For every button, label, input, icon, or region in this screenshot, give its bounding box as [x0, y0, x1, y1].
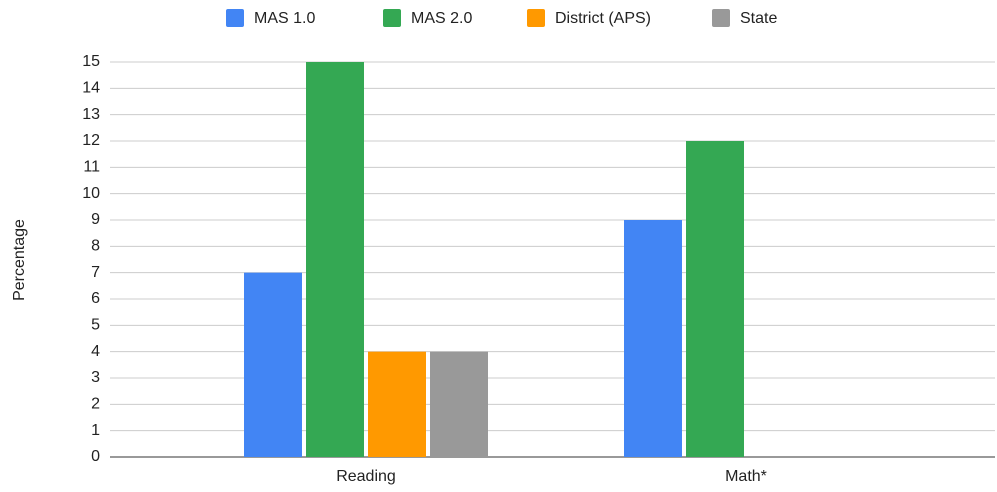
legend-label: MAS 2.0 [411, 10, 472, 27]
y-tick-label: 1 [91, 422, 100, 439]
legend-swatch [226, 9, 244, 27]
legend-swatch [527, 9, 545, 27]
y-tick-label: 15 [82, 53, 100, 70]
y-tick-label: 10 [82, 185, 100, 202]
legend-label: District (APS) [555, 10, 651, 27]
y-tick-label: 3 [91, 369, 100, 386]
bar [686, 141, 744, 457]
y-tick-label: 2 [91, 396, 100, 413]
y-tick-label: 5 [91, 317, 100, 334]
x-tick-label: Reading [336, 468, 396, 485]
bar [368, 351, 426, 457]
y-axis-label: Percentage [11, 219, 28, 301]
y-tick-label: 12 [82, 132, 100, 149]
bar [624, 220, 682, 457]
y-tick-label: 0 [91, 448, 100, 465]
y-tick-label: 8 [91, 238, 100, 255]
legend-swatch [712, 9, 730, 27]
bar [430, 351, 488, 457]
legend-label: MAS 1.0 [254, 10, 315, 27]
y-tick-label: 11 [83, 159, 100, 176]
bar [244, 272, 302, 457]
x-tick-label: Math* [725, 468, 767, 485]
bar [306, 62, 364, 457]
y-tick-label: 14 [82, 80, 100, 97]
y-tick-label: 7 [91, 264, 100, 281]
legend-swatch [383, 9, 401, 27]
y-tick-label: 9 [91, 211, 100, 228]
y-tick-label: 4 [91, 343, 100, 360]
legend-label: State [740, 10, 777, 27]
y-tick-label: 13 [82, 106, 100, 123]
y-tick-label: 6 [91, 290, 100, 307]
